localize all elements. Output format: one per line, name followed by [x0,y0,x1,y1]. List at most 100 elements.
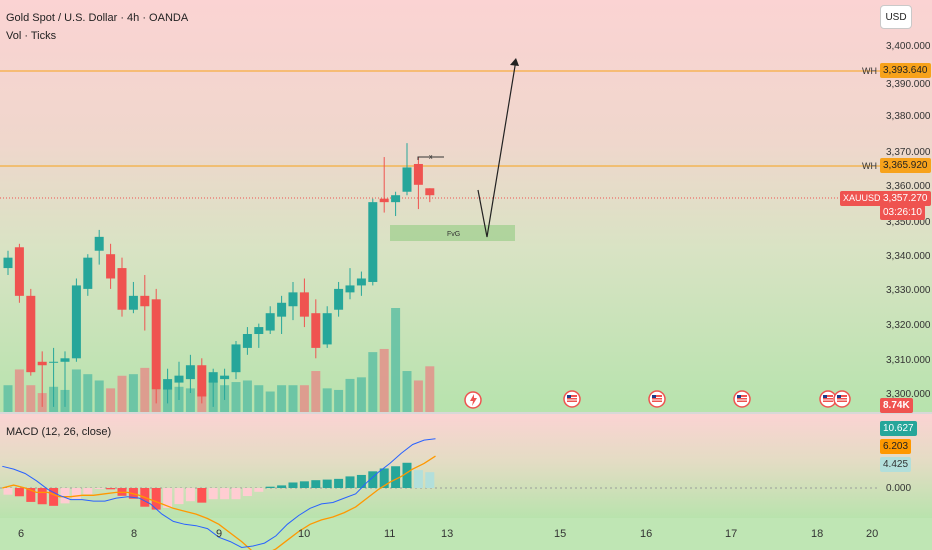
candle[interactable] [94,229,104,265]
candle-body [128,295,138,310]
time-label: 16 [640,528,653,540]
candle-body [49,361,59,363]
currency-button[interactable]: USD [880,5,912,29]
volume-bar [14,369,24,412]
fvg-label: FvG [447,231,460,238]
candle[interactable] [368,198,378,286]
volume-bar [106,388,116,412]
candle[interactable] [106,243,116,289]
candle[interactable] [413,157,423,210]
candle[interactable] [242,327,252,355]
price-tick: 3,310.000 [886,355,931,366]
us-flag-event-icon[interactable] [733,390,751,408]
candle[interactable] [288,281,298,321]
candle[interactable] [311,299,321,359]
macd-histogram-bar [26,488,36,502]
us-flag-event-icon[interactable] [648,390,666,408]
candle[interactable] [83,254,93,296]
current-price-tag[interactable]: 3,357.270 [880,191,931,206]
us-flag-event-icon[interactable] [833,390,851,408]
candle[interactable] [208,368,218,407]
candle[interactable] [391,191,401,217]
macd-histogram-bar [49,488,59,506]
candle-body [322,313,332,345]
macd-histogram-bar [151,488,161,510]
candle[interactable] [197,358,207,404]
candle[interactable] [26,288,36,376]
macd-pane [0,438,880,550]
macd-histogram-bar [185,488,195,502]
candle-body [185,365,195,380]
candle-body [208,372,218,383]
candle[interactable] [151,288,161,404]
volume-bar [231,382,241,412]
candle[interactable] [49,347,59,407]
candle[interactable] [185,354,195,393]
volume-bar [254,385,264,412]
candle[interactable] [299,278,309,328]
volume-bar [299,385,309,412]
candle-body [299,292,309,317]
level-price-tag-lower[interactable]: 3,365.920 [880,158,931,173]
projection-drawing[interactable]: x [417,58,519,238]
candle-body [163,379,173,390]
chart-title[interactable]: Gold Spot / U.S. Dollar · 4h · OANDA [6,12,189,24]
fvg-zone[interactable]: FvG [390,225,515,241]
candle[interactable] [379,157,389,213]
candle[interactable] [334,281,344,317]
candle[interactable] [140,275,150,331]
candle[interactable] [60,351,70,407]
candle[interactable] [117,257,127,317]
candle[interactable] [356,271,366,296]
volume-bar [391,308,401,412]
candle-body [140,295,150,307]
candle[interactable] [71,278,81,362]
volume-bar [71,369,81,412]
candle[interactable] [37,351,47,407]
event-markers[interactable] [464,390,851,409]
candle[interactable] [265,306,275,335]
fvg-box[interactable] [390,225,515,241]
candle[interactable] [322,306,332,348]
macd-histogram-bar [60,488,70,504]
volume-bar [83,374,93,412]
flash-event-icon[interactable] [464,391,482,409]
candle[interactable] [14,243,24,303]
volume-bar [379,348,389,412]
candle[interactable] [163,368,173,404]
candle-body [197,365,207,397]
candle-body [60,358,70,362]
price-tick: 3,380.000 [886,111,931,122]
candle-body [391,195,401,203]
candle[interactable] [345,268,355,300]
candle[interactable] [402,143,412,196]
candle[interactable] [425,188,435,203]
swing-bracket[interactable] [417,156,444,160]
time-label: 15 [554,528,567,540]
candle[interactable] [254,323,264,348]
candle[interactable] [220,368,230,400]
candle[interactable] [174,361,184,400]
level-price-tag-upper[interactable]: 3,393.640 [880,63,931,78]
macd-histogram-bar [71,488,81,499]
volume-bar [185,388,195,412]
symbol-tag[interactable]: XAUUSD [840,191,884,206]
us-flag-event-icon[interactable] [563,390,581,408]
volume-bar [413,380,423,412]
macd-histogram-bar [242,488,252,496]
volume-legend[interactable]: Vol · Ticks [6,30,57,42]
candle[interactable] [231,340,241,380]
candle[interactable] [3,250,13,276]
candle[interactable] [128,281,138,314]
volume-bar [345,378,355,412]
macd-legend[interactable]: MACD (12, 26, close) [6,426,112,438]
projection-path[interactable] [477,59,517,238]
candle[interactable] [277,295,287,335]
macd-histogram-bar [379,468,389,488]
price-tick: 3,330.000 [886,285,931,296]
volume-bar [334,389,344,412]
signal-line [2,455,436,550]
volume-bar [140,367,150,412]
